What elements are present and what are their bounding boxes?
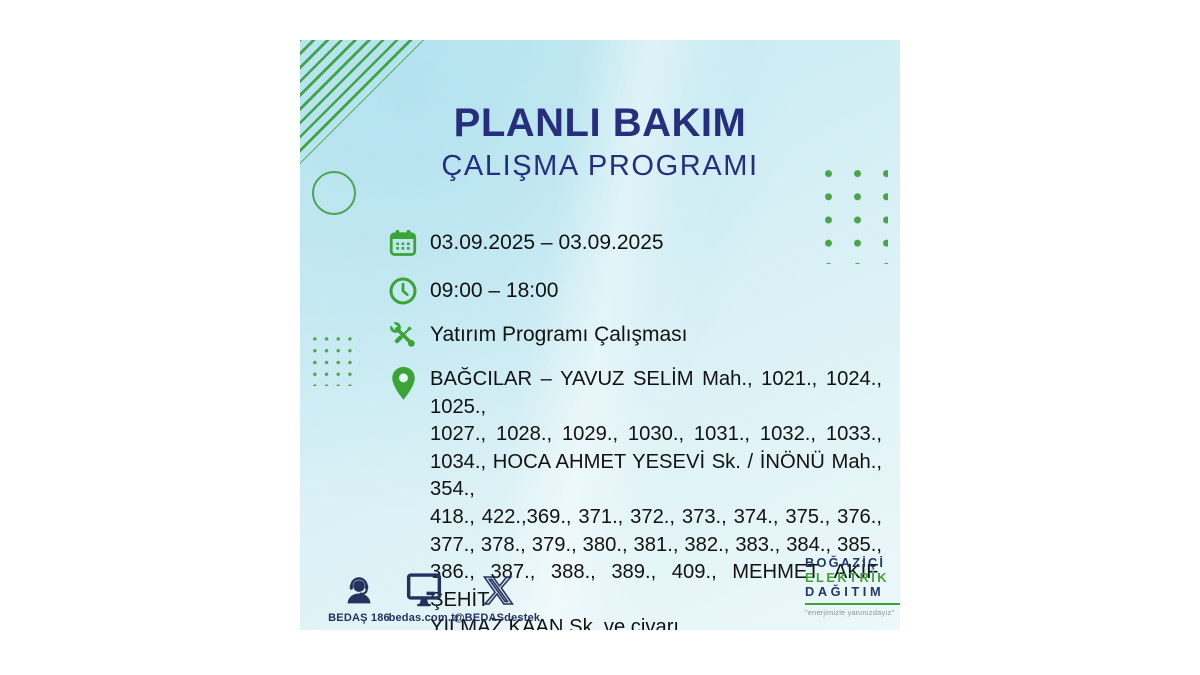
address-line: 386., 387., 388., 389., 409., MEHMET AKİ…: [430, 561, 882, 611]
brand-logo-underline: [805, 602, 900, 605]
contact-label-website: bedas.com.tr: [388, 612, 460, 624]
x-logo-icon: [482, 576, 514, 605]
brand-logo: BOĞAZİÇİ ELEKTRİK DAĞITIM "enerjimizle y…: [805, 555, 900, 617]
time-row: 09:00 – 18:00: [388, 276, 558, 306]
contact-label-phone: BEDAŞ 186: [328, 612, 390, 624]
address-line: YILMAZ KAAN Sk. ve civarı.: [430, 616, 685, 630]
work-type-text: Yatırım Programı Çalışması: [430, 323, 688, 346]
calendar-icon: [389, 230, 417, 256]
circle-outline-decoration: [312, 171, 356, 215]
date-row: 03.09.2025 – 03.09.2025: [388, 228, 664, 258]
brand-logo-line1: BOĞAZİÇİ: [805, 555, 886, 570]
brand-logo-line2: ELEKTRİK: [805, 569, 889, 585]
address-line: BAĞCILAR – YAVUZ SELİM Mah., 1021., 1024…: [430, 368, 882, 418]
address-line: 377., 378., 379., 380., 381., 382., 383.…: [430, 533, 882, 556]
contact-label-social: @BEDASdestek: [453, 612, 541, 624]
address-block: BAĞCILAR – YAVUZ SELİM Mah., 1021., 1024…: [430, 366, 882, 630]
contact-social: @BEDASdestek: [440, 570, 554, 624]
clock-icon: [389, 277, 417, 305]
brand-logo-line3: DAĞITIM: [805, 584, 885, 599]
address-line: 418., 422.,369., 371., 372., 373., 374.,…: [430, 505, 882, 528]
title-block: PLANLI BAKIM ÇALIŞMA PROGRAMI: [300, 102, 900, 182]
announcement-card: PLANLI BAKIM ÇALIŞMA PROGRAMI 03.09.2025…: [300, 40, 900, 630]
brand-slogan: "enerjimizle yanınızdayız": [805, 607, 895, 617]
contact-phone: BEDAŞ 186: [318, 570, 400, 624]
address-line: 1034., HOCA AHMET YESEVİ Sk. / İNÖNÜ Mah…: [430, 450, 882, 501]
dots-grid-right-decoration: [810, 158, 888, 264]
page-subtitle: ÇALIŞMA PROGRAMI: [441, 150, 759, 182]
page-title: PLANLI BAKIM: [453, 101, 747, 145]
tools-icon: [390, 322, 415, 347]
time-range-text: 09:00 – 18:00: [430, 279, 559, 302]
dots-grid-left-decoration: [307, 331, 360, 386]
monitor-icon: [406, 573, 442, 607]
address-line: 1027., 1028., 1029., 1030., 1031., 1032.…: [430, 423, 882, 446]
support-agent-icon: [347, 577, 371, 604]
location-pin-icon: [392, 366, 415, 400]
date-range-text: 03.09.2025 – 03.09.2025: [430, 231, 664, 254]
contact-website: bedas.com.tr: [374, 570, 474, 624]
work-type-row: Yatırım Programı Çalışması: [388, 320, 688, 350]
